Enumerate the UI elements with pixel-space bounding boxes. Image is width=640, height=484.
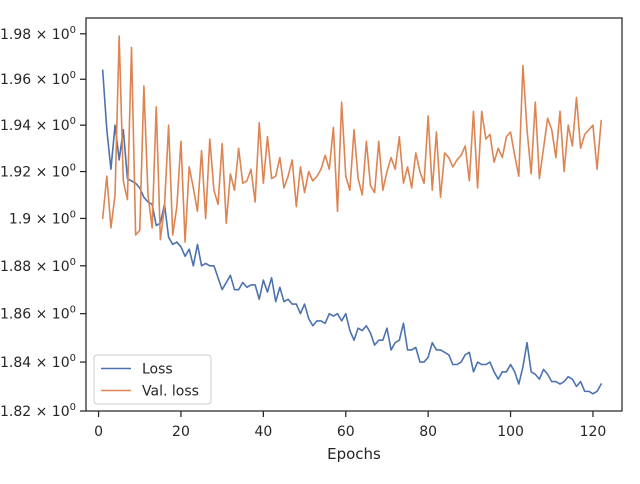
x-tick-label: 100: [497, 424, 524, 440]
x-axis-label: Epochs: [327, 445, 381, 463]
x-tick-label: 120: [580, 424, 607, 440]
x-tick-label: 60: [337, 424, 355, 440]
y-tick-label: 1.88 × 100: [0, 257, 76, 275]
x-axis-ticks: 0 20 40 60 80 100 120: [94, 411, 606, 440]
series-layer: [101, 35, 602, 395]
legend-box: [93, 354, 212, 405]
x-tick-label: 40: [254, 424, 272, 440]
y-tick-label: 1.84 × 100: [0, 353, 76, 371]
series-line-loss: [101, 69, 602, 395]
legend-label-val-loss: Val. loss: [142, 384, 199, 400]
y-tick-label: 1.98 × 100: [0, 25, 76, 43]
y-tick-label: 1.94 × 100: [0, 116, 76, 134]
legend: Loss Val. loss: [93, 354, 212, 405]
y-axis-ticks: 1.82 × 100 1.84 × 100 1.86 × 100 1.88 × 100…: [0, 25, 86, 420]
y-tick-label: 1.82 × 100: [0, 402, 76, 420]
legend-label-loss: Loss: [142, 362, 173, 378]
x-tick-label: 0: [94, 424, 103, 440]
x-tick-label: 20: [172, 424, 190, 440]
y-tick-label: 1.92 × 100: [0, 163, 76, 181]
y-tick-label: 1.9 × 100: [9, 209, 76, 227]
plot-frame: [85, 17, 623, 412]
y-tick-label: 1.96 × 100: [0, 70, 76, 88]
y-tick-label: 1.86 × 100: [0, 305, 76, 323]
series-line-val-loss: [101, 35, 602, 243]
x-tick-label: 80: [419, 424, 437, 440]
